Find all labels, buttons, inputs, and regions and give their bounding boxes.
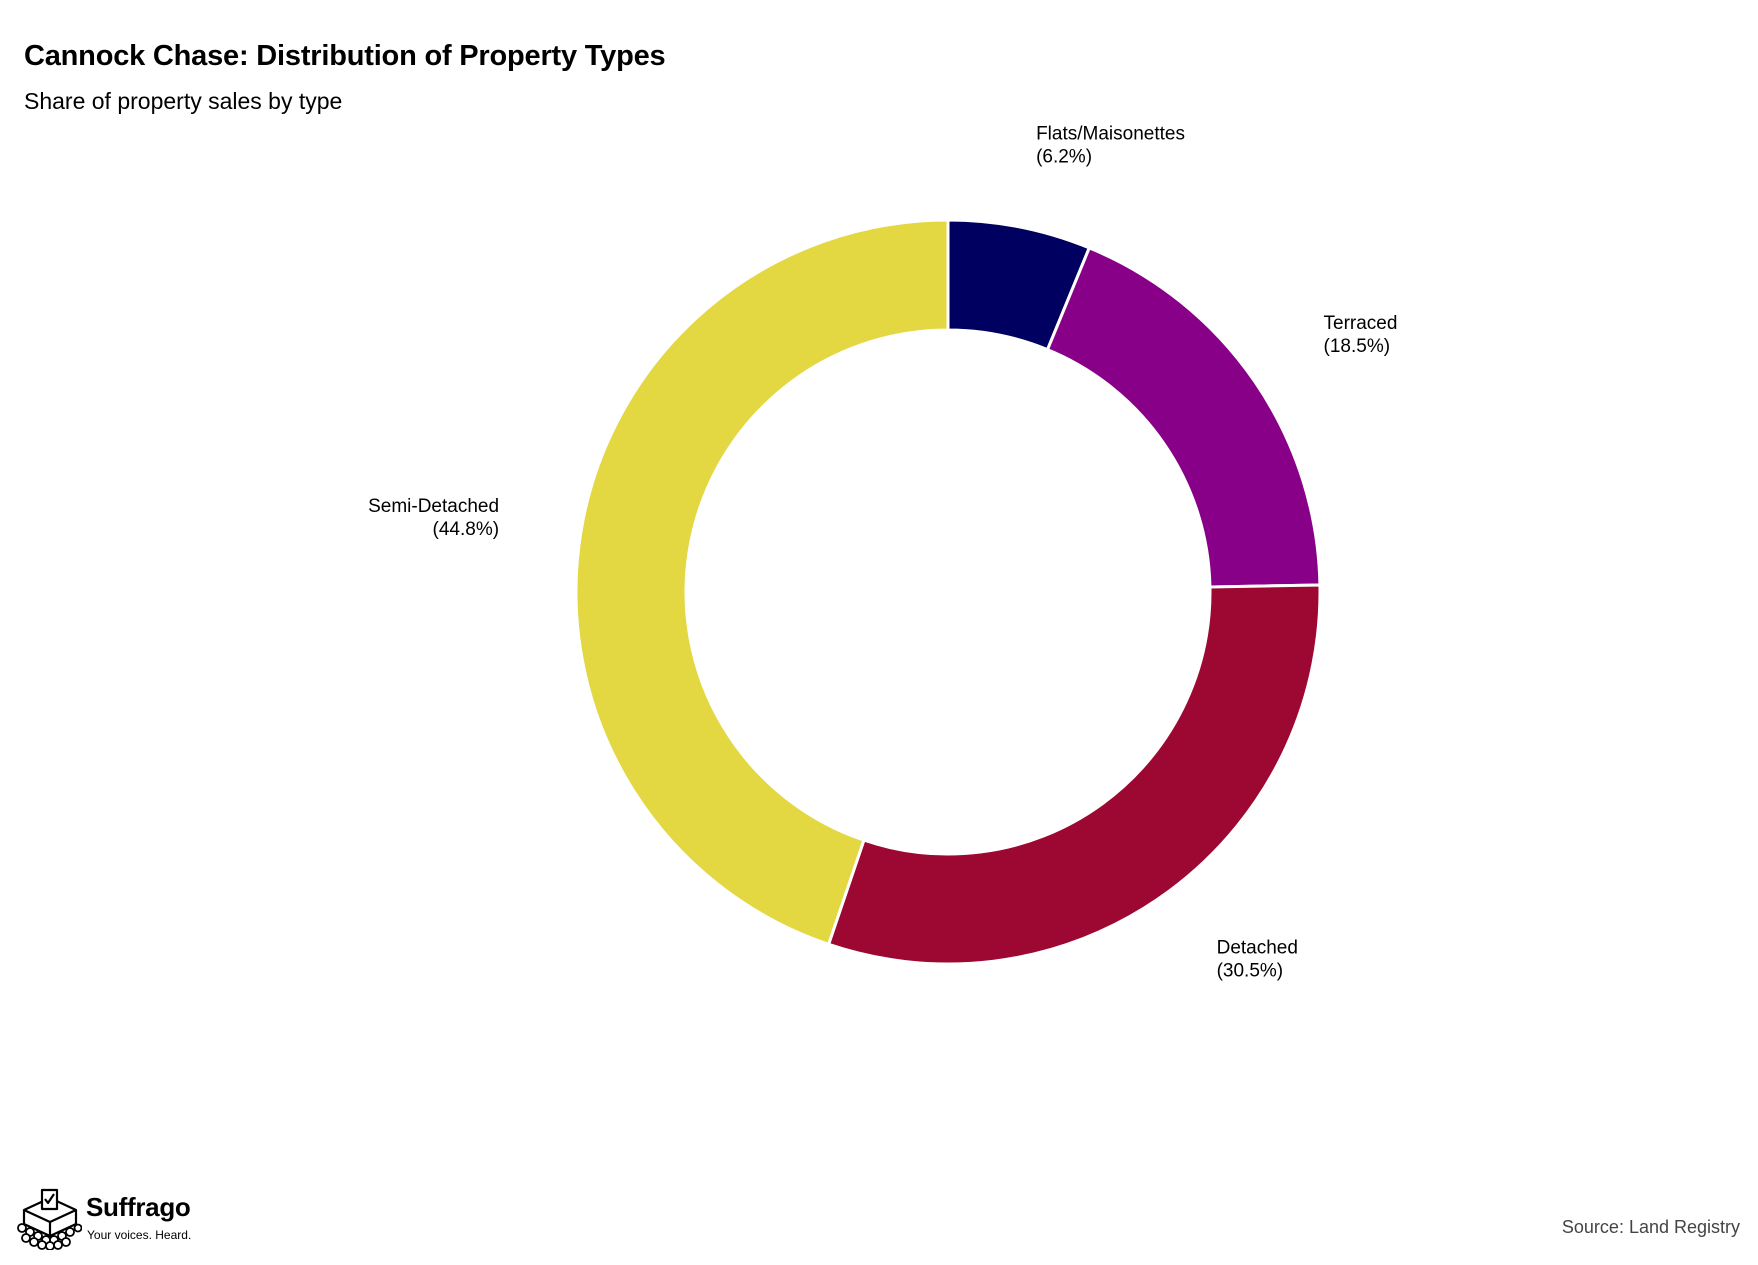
slice-semi-detached [574,218,950,947]
chart-subtitle: Share of property sales by type [24,88,343,114]
slice-label: Detached (30.5%) [1217,937,1298,981]
slice-label: Semi-Detached (44.8%) [368,496,499,540]
donut-slices [574,218,1322,966]
slice-label-value: (30.5%) [1217,960,1284,981]
slice-detached [826,583,1322,966]
source-note: Source: Land Registry [1561,1217,1740,1237]
slice-label-name: Semi-Detached [368,496,499,517]
slice-label: Terraced (18.5%) [1324,313,1398,357]
slice-label-name: Flats/Maisonettes [1036,124,1185,145]
brand-block: Suffrago Your voices. Heard. [16,1188,216,1250]
ballot-box-logo-icon [17,1188,82,1250]
slice-label-name: Detached [1217,937,1298,958]
brand-name: Suffrago [86,1192,191,1222]
slice-terraced [1045,245,1322,589]
slice-label: Flats/Maisonettes (6.2%) [1036,124,1185,168]
slice-label-name: Terraced [1324,313,1398,334]
slice-label-value: (6.2%) [1036,147,1092,168]
brand-tagline: Your voices. Heard. [87,1228,192,1242]
slice-label-value: (18.5%) [1324,336,1391,357]
slice-labels: Flats/Maisonettes (6.2%) Terraced (18.5%) De… [368,124,1397,982]
slice-label-value: (44.8%) [433,519,500,540]
chart-title: Cannock Chase: Distribution of Property … [24,40,666,72]
